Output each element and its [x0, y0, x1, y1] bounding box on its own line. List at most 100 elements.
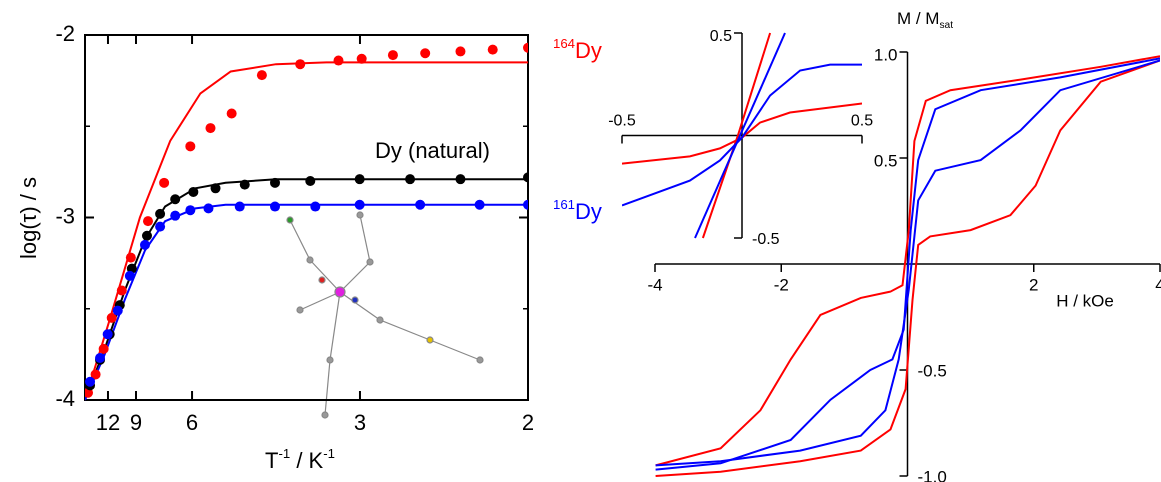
data-point [185, 205, 195, 215]
data-point [355, 174, 365, 184]
data-point [475, 200, 485, 210]
data-point [270, 202, 280, 212]
data-point [295, 59, 305, 69]
x-tick-label: 12 [96, 410, 120, 435]
label-part: 161 [553, 197, 575, 212]
data-point [203, 203, 213, 213]
label-part: 164 [553, 36, 575, 51]
label-part: M / M [897, 9, 940, 28]
label-part: / K [290, 448, 323, 473]
atom [427, 337, 433, 343]
data-point [170, 194, 180, 204]
label-part: sat [939, 20, 953, 31]
data-point [117, 286, 127, 296]
data-point [405, 174, 415, 184]
atom [367, 259, 373, 265]
x-tick-label: 2 [522, 410, 534, 435]
bond [430, 340, 480, 360]
data-point [523, 200, 533, 210]
data-point [355, 200, 365, 210]
data-point [235, 202, 245, 212]
data-point [211, 183, 221, 193]
x-tick-label: -2 [774, 275, 789, 294]
data-point [415, 200, 425, 210]
plot-frame [85, 35, 528, 400]
label-part: -1 [278, 446, 290, 461]
bond [290, 220, 310, 260]
annotation: Dy (natural) [375, 138, 490, 163]
metal-atom [335, 287, 345, 297]
plot-area [83, 43, 533, 400]
data-point [523, 172, 533, 182]
chart: -0.5 0.5 0.5 -0.5 [608, 28, 873, 248]
atom [357, 212, 363, 218]
label-part: Dy (natural) [375, 138, 490, 163]
y-axis-title: M / Msat [897, 9, 953, 31]
atom [327, 357, 333, 363]
data-point [142, 231, 152, 241]
label-part: -1 [323, 446, 335, 461]
x-tick-label: -0.5 [608, 113, 636, 130]
data-point [99, 344, 109, 354]
atom [287, 217, 293, 223]
y-tick-label: 0.5 [874, 151, 898, 170]
data-point [140, 240, 150, 250]
data-point [455, 174, 465, 184]
atom [477, 357, 483, 363]
y-tick-label: -4 [55, 386, 75, 411]
bond [300, 292, 340, 310]
y-tick-label: -2 [55, 21, 75, 46]
label-part: Dy [575, 199, 602, 224]
y-tick-label: -0.5 [752, 231, 780, 248]
atom [319, 277, 325, 283]
label-part: Dy [575, 38, 602, 63]
data-point [143, 216, 153, 226]
figure: -4-3-2129632log(τ) / sT-1 / K-1164DyDy (… [0, 0, 1161, 482]
data-point [85, 377, 95, 387]
y-tick-label: 0.5 [710, 28, 732, 45]
data-point [310, 202, 320, 212]
bond [380, 320, 430, 340]
data-point [205, 123, 215, 133]
data-point [188, 187, 198, 197]
y-tick-label: 1.0 [874, 45, 898, 64]
data-point [155, 209, 165, 219]
x-tick-label: 0.5 [851, 113, 873, 130]
data-point [388, 50, 398, 60]
data-point [334, 56, 344, 66]
bond [340, 292, 380, 320]
data-point [227, 108, 237, 118]
annotation: 164Dy [553, 36, 602, 63]
molecule-sketch [287, 212, 483, 418]
data-point [125, 271, 135, 281]
data-point [455, 46, 465, 56]
data-point [305, 176, 315, 186]
bond [360, 215, 370, 262]
y-tick-label: -0.5 [918, 361, 947, 380]
y-axis-title: log(τ) / s [16, 177, 41, 259]
bond [340, 262, 370, 292]
x-tick-label: 4 [1155, 275, 1161, 294]
data-point [240, 180, 250, 190]
bond [330, 292, 340, 360]
data-point [155, 222, 165, 232]
atom [307, 257, 313, 263]
y-tick-label: -3 [55, 203, 75, 228]
annotation: 161Dy [553, 197, 602, 224]
atom [352, 297, 358, 303]
atom [322, 412, 328, 418]
data-point [488, 45, 498, 55]
data-point [270, 178, 280, 188]
series-line [85, 62, 528, 400]
data-point [103, 329, 113, 339]
data-point [170, 211, 180, 221]
label-part: T [265, 448, 278, 473]
x-tick-label: 9 [130, 410, 142, 435]
atom [377, 317, 383, 323]
x-tick-label: 6 [186, 410, 198, 435]
data-point [185, 141, 195, 151]
x-axis-title: T-1 / K-1 [265, 446, 335, 473]
x-tick-label: -4 [647, 275, 662, 294]
